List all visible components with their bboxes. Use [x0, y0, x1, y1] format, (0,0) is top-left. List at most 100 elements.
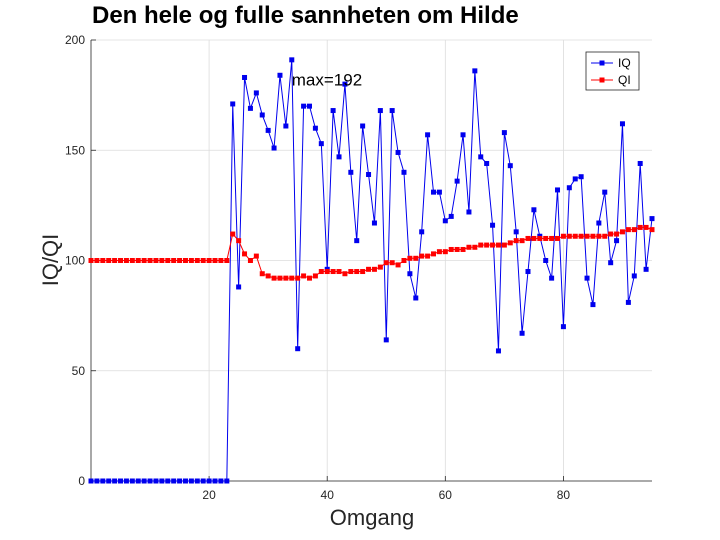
data-point-qi	[360, 269, 366, 275]
legend-box	[585, 51, 640, 91]
data-point-iq	[478, 154, 484, 160]
x-tick-label: 20	[202, 488, 216, 502]
data-point-qi	[584, 233, 590, 239]
data-point-iq	[336, 154, 342, 160]
data-point-iq	[495, 348, 501, 354]
data-point-qi	[129, 258, 135, 263]
data-point-qi	[442, 249, 448, 255]
data-point-qi	[590, 233, 596, 239]
data-point-iq	[466, 209, 472, 215]
data-point-iq	[188, 478, 194, 484]
data-point-iq	[265, 127, 271, 133]
data-point-qi	[348, 269, 354, 275]
data-point-qi	[448, 246, 454, 252]
data-point-iq	[431, 189, 437, 195]
data-point-qi	[537, 235, 543, 241]
data-point-qi	[289, 275, 295, 281]
data-point-iq	[407, 271, 413, 277]
data-point-qi	[236, 238, 242, 244]
data-point-qi	[501, 242, 507, 248]
data-point-iq	[490, 222, 496, 228]
data-point-qi	[188, 258, 194, 263]
data-point-iq	[519, 330, 525, 336]
data-point-iq	[566, 185, 572, 191]
data-point-iq	[301, 103, 307, 109]
data-point-qi	[354, 269, 360, 275]
x-tick-label: 60	[439, 488, 453, 502]
data-point-iq	[543, 258, 549, 263]
data-point-qi	[549, 235, 555, 241]
data-point-qi	[342, 271, 348, 277]
data-point-iq	[371, 220, 377, 226]
data-point-qi	[383, 260, 389, 266]
data-point-iq	[531, 207, 537, 213]
data-point-qi	[106, 258, 112, 263]
data-point-iq	[182, 478, 188, 484]
data-point-iq	[596, 220, 602, 226]
data-point-qi	[253, 253, 259, 259]
data-point-iq	[419, 229, 425, 235]
data-point-qi	[141, 258, 147, 263]
data-point-qi	[478, 242, 484, 248]
data-point-iq	[602, 189, 608, 195]
legend-marker-iq	[599, 60, 605, 66]
data-point-iq	[448, 213, 454, 219]
data-point-iq	[525, 269, 531, 275]
data-point-qi	[454, 246, 460, 252]
data-point-iq	[454, 178, 460, 184]
data-point-qi	[112, 258, 118, 263]
data-point-qi	[212, 258, 218, 263]
data-point-qi	[625, 227, 631, 233]
data-point-qi	[336, 269, 342, 275]
data-point-qi	[324, 269, 330, 275]
data-point-qi	[171, 258, 177, 263]
data-point-qi	[525, 235, 531, 241]
y-tick-label: 200	[65, 33, 85, 47]
data-point-qi	[194, 258, 200, 263]
data-point-qi	[277, 275, 283, 281]
data-point-qi	[395, 262, 401, 268]
data-point-qi	[200, 258, 206, 263]
y-tick-label: 100	[65, 254, 85, 268]
data-point-qi	[531, 235, 537, 241]
data-point-qi	[377, 264, 383, 270]
data-point-qi	[643, 224, 649, 230]
max-annotation: max=192	[292, 71, 362, 90]
data-point-qi	[312, 273, 318, 279]
data-point-iq	[129, 478, 135, 484]
data-point-iq	[619, 121, 625, 127]
data-point-qi	[419, 253, 425, 259]
data-point-qi	[466, 244, 472, 250]
data-point-qi	[182, 258, 188, 263]
data-point-qi	[165, 258, 171, 263]
chart-title: Den hele og fulle sannheten om Hilde	[92, 2, 519, 29]
data-point-qi	[366, 266, 372, 272]
data-point-qi	[135, 258, 141, 263]
data-point-iq	[377, 108, 383, 114]
data-point-iq	[631, 273, 637, 279]
data-point-iq	[625, 299, 631, 305]
data-point-qi	[218, 258, 224, 263]
data-point-iq	[348, 169, 354, 175]
data-point-iq	[312, 125, 318, 131]
data-point-qi	[118, 258, 124, 263]
data-point-iq	[306, 103, 312, 109]
data-point-qi	[206, 258, 212, 263]
data-point-qi	[306, 275, 312, 281]
data-point-iq	[354, 238, 360, 244]
data-point-iq	[106, 478, 112, 484]
data-point-iq	[112, 478, 118, 484]
data-point-iq	[608, 260, 614, 266]
x-axis-label: Omgang	[330, 505, 414, 530]
data-point-iq	[614, 238, 620, 244]
data-point-iq	[318, 141, 324, 147]
data-point-iq	[88, 478, 94, 484]
data-point-qi	[637, 224, 643, 230]
data-point-iq	[212, 478, 218, 484]
data-point-qi	[224, 258, 230, 263]
data-point-iq	[277, 72, 283, 78]
data-point-iq	[141, 478, 147, 484]
data-point-qi	[153, 258, 159, 263]
data-point-iq	[271, 145, 277, 151]
y-tick-label: 0	[78, 474, 85, 488]
